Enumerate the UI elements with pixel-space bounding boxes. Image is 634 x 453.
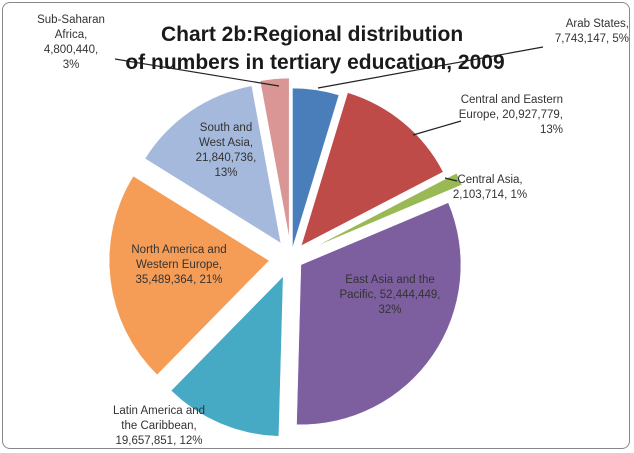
pie-slice-east-asia-and-the-pacific [296, 202, 462, 425]
data-label-line: 21,840,736, [196, 152, 257, 164]
data-label-line: Latin America and [113, 405, 205, 417]
data-label-south-and-west-asia: South and West Asia, 21,840,736, 13% [196, 122, 257, 179]
leader-line [114, 58, 280, 87]
data-label-line: 19,657,851, 12% [116, 435, 203, 447]
data-label-central-and-eastern-europe: Central and Eastern Europe, 20,927,779, 13… [459, 94, 563, 136]
data-label-line: 3% [63, 59, 80, 71]
data-label-line: 32% [378, 304, 401, 316]
data-label-line: 13% [214, 167, 237, 179]
pie-slice-south-and-west-asia [144, 85, 282, 244]
data-label-line: Africa, [55, 29, 88, 41]
data-label-line: Europe, 20,927,779, [459, 109, 563, 121]
data-label-line: South and [200, 122, 252, 134]
data-label-arab-states: Arab States, 7,743,147, 5% [555, 18, 629, 45]
data-label-central-asia: Central Asia, 2,103,714, 1% [453, 174, 527, 201]
data-label-east-asia-and-the-pacific: East Asia and the Pacific, 52,444,449, 32% [339, 274, 440, 316]
chart-title-line-1: Chart 2b:Regional distribution [161, 23, 463, 46]
chart-title: Chart 2b:Regional distribution of number… [125, 23, 504, 74]
leader-line [444, 177, 458, 182]
pie-slice-arab-states [292, 87, 340, 249]
data-label-line: 7,743,147, 5% [555, 33, 629, 45]
data-label-line: 2,103,714, 1% [453, 189, 527, 201]
data-label-line: West Asia, [199, 137, 253, 149]
slices-layer [108, 77, 463, 437]
data-labels-layer: Arab States, 7,743,147, 5% Central and Eas… [37, 14, 629, 447]
data-label-line: Pacific, 52,444,449, [339, 289, 440, 301]
leader-line [317, 46, 544, 89]
data-label-line: Central and Eastern [461, 94, 563, 106]
data-label-line: Western Europe, [136, 259, 222, 271]
pie-slice-sub-saharan-africa [259, 77, 290, 239]
data-label-latin-america-and-the-caribbean: Latin America and the Caribbean, 19,657,85… [113, 405, 205, 447]
data-label-line: 35,489,364, 21% [136, 274, 223, 286]
data-label-line: North America and [131, 244, 226, 256]
data-label-line: 13% [540, 124, 563, 136]
pie-slice-north-america-and-western-europe [108, 175, 270, 376]
leader-lines-layer [114, 46, 544, 182]
chart-title-line-2: of numbers in tertiary education, 2009 [125, 51, 504, 74]
pie-chart: Arab States, 7,743,147, 5% Central and Eas… [37, 14, 629, 447]
pie-slice-central-asia [314, 172, 463, 248]
data-label-line: Central Asia, [457, 174, 522, 186]
data-label-line: Sub-Saharan [37, 14, 105, 26]
pie-slice-latin-america-and-the-caribbean [170, 275, 284, 437]
data-label-line: Arab States, [566, 18, 629, 30]
data-label-line: the Caribbean, [121, 420, 196, 432]
data-label-sub-saharan-africa: Sub-Saharan Africa, 4,800,440, 3% [37, 14, 105, 71]
data-label-line: 4,800,440, [44, 44, 98, 56]
pie-slice-central-and-eastern-europe [300, 92, 444, 247]
leader-line [412, 120, 462, 136]
chart-frame: Arab States, 7,743,147, 5% Central and Eas… [2, 2, 630, 449]
data-label-line: East Asia and the [345, 274, 435, 286]
data-label-north-america-and-western-europe: North America and Western Europe, 35,489,3… [131, 244, 226, 286]
